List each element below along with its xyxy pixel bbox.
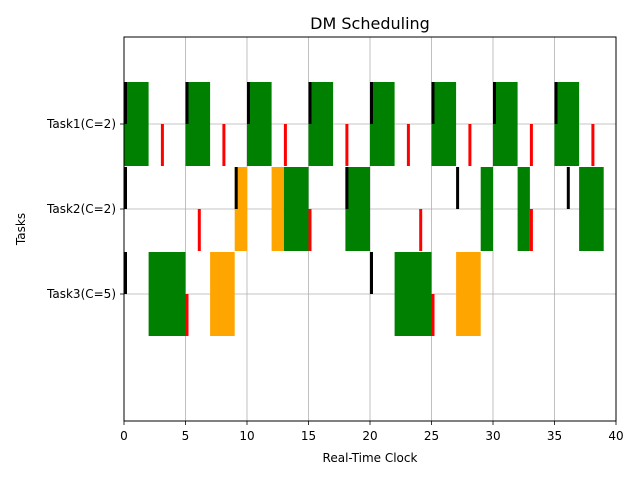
execution-bar (517, 167, 530, 251)
execution-bar (370, 82, 395, 166)
execution-bar (579, 167, 604, 251)
execution-bar (493, 82, 518, 166)
y-axis-label: Tasks (14, 213, 28, 246)
execution-bar (480, 167, 493, 251)
execution-bar (394, 252, 432, 336)
execution-bar (283, 167, 309, 251)
execution-bar (247, 82, 272, 166)
execution-bar (554, 82, 580, 166)
x-axis-label: Real-Time Clock (323, 451, 418, 465)
x-tick-label: 40 (608, 429, 623, 443)
y-tick-label: Task1(C=2) (46, 117, 116, 131)
x-tick-label: 30 (485, 429, 500, 443)
y-tick-label: Task2(C=2) (46, 202, 116, 216)
axis-ticks: 0 5 10 15 20 25 30 35 40 Task1(C=2) Task2(C=2) Task… (46, 117, 624, 443)
preempted-bar (271, 167, 284, 251)
x-tick-label: 15 (301, 429, 316, 443)
task-bars (124, 82, 604, 336)
execution-bar (345, 167, 370, 251)
execution-bar (308, 82, 334, 166)
execution-bar (431, 82, 457, 166)
execution-bar (148, 252, 186, 336)
x-tick-label: 5 (182, 429, 190, 443)
x-tick-label: 35 (547, 429, 562, 443)
preempted-bar (210, 252, 235, 336)
x-tick-label: 10 (239, 429, 254, 443)
execution-bar (124, 82, 149, 166)
x-tick-label: 25 (424, 429, 439, 443)
chart-title: DM Scheduling (310, 14, 430, 33)
y-tick-label: Task3(C=5) (46, 287, 116, 301)
preempted-bar (456, 252, 481, 336)
preempted-bar (234, 167, 247, 251)
execution-bar (185, 82, 211, 166)
event-markers (124, 82, 595, 336)
x-tick-label: 20 (362, 429, 377, 443)
x-tick-label: 0 (120, 429, 128, 443)
